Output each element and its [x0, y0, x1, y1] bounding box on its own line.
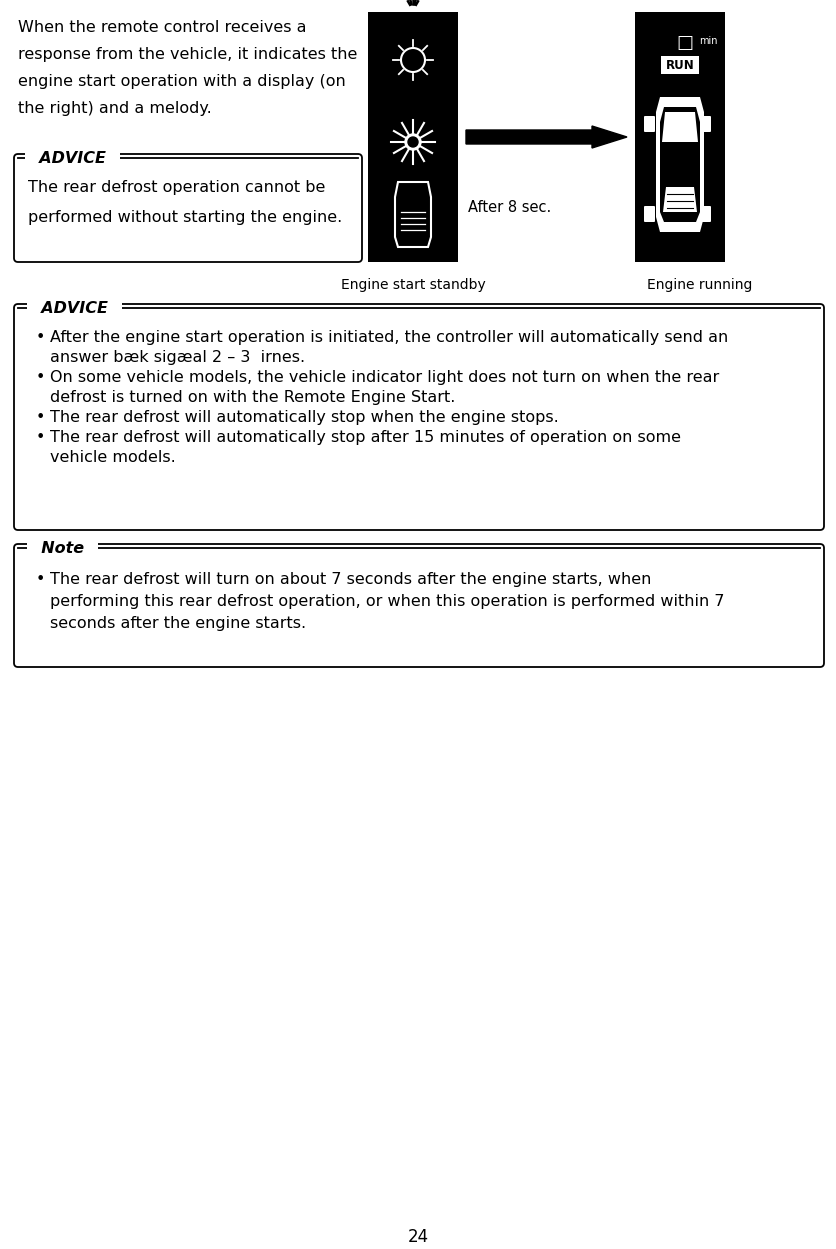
FancyBboxPatch shape [660, 56, 698, 74]
FancyBboxPatch shape [643, 206, 655, 222]
FancyBboxPatch shape [368, 12, 457, 262]
FancyBboxPatch shape [14, 304, 823, 530]
Text: defrost is turned on with the Remote Engine Start.: defrost is turned on with the Remote Eng… [50, 390, 455, 405]
Text: After the engine start operation is initiated, the controller will automatically: After the engine start operation is init… [50, 330, 727, 345]
Text: vehicle models.: vehicle models. [50, 450, 176, 465]
Text: ADVICE: ADVICE [28, 150, 117, 166]
Text: When the remote control receives a: When the remote control receives a [18, 20, 306, 35]
FancyBboxPatch shape [635, 12, 724, 262]
Text: the right) and a melody.: the right) and a melody. [18, 101, 212, 116]
Polygon shape [466, 126, 626, 147]
Text: After 8 sec.: After 8 sec. [468, 200, 551, 215]
Text: □: □ [675, 34, 693, 52]
Text: •: • [36, 572, 45, 587]
Text: Engine start standby: Engine start standby [340, 279, 485, 292]
FancyBboxPatch shape [699, 116, 710, 132]
FancyBboxPatch shape [14, 154, 361, 262]
Text: The rear defrost operation cannot be: The rear defrost operation cannot be [28, 180, 325, 195]
Text: seconds after the engine starts.: seconds after the engine starts. [50, 616, 306, 631]
Text: •: • [36, 410, 45, 425]
Text: ADVICE: ADVICE [30, 301, 119, 316]
Circle shape [405, 134, 421, 150]
FancyBboxPatch shape [643, 116, 655, 132]
Text: RUN: RUN [665, 59, 694, 71]
Text: The rear defrost will automatically stop when the engine stops.: The rear defrost will automatically stop… [50, 410, 558, 425]
FancyBboxPatch shape [699, 206, 710, 222]
Text: answer bæk sigæal 2 – 3  irnes.: answer bæk sigæal 2 – 3 irnes. [50, 350, 305, 365]
Polygon shape [662, 187, 696, 212]
FancyBboxPatch shape [14, 545, 823, 667]
Text: •: • [36, 370, 45, 385]
Text: response from the vehicle, it indicates the: response from the vehicle, it indicates … [18, 47, 357, 62]
Polygon shape [661, 112, 697, 142]
Text: On some vehicle models, the vehicle indicator light does not turn on when the re: On some vehicle models, the vehicle indi… [50, 370, 718, 385]
Text: performed without starting the engine.: performed without starting the engine. [28, 210, 342, 225]
Polygon shape [655, 97, 703, 232]
Text: •: • [36, 330, 45, 345]
Text: performing this rear defrost operation, or when this operation is performed with: performing this rear defrost operation, … [50, 595, 724, 610]
Text: engine start operation with a display (on: engine start operation with a display (o… [18, 74, 345, 89]
Text: •: • [36, 430, 45, 445]
Text: min: min [698, 36, 716, 46]
Text: The rear defrost will automatically stop after 15 minutes of operation on some: The rear defrost will automatically stop… [50, 430, 681, 445]
Text: The rear defrost will turn on about 7 seconds after the engine starts, when: The rear defrost will turn on about 7 se… [50, 572, 650, 587]
Polygon shape [660, 107, 699, 222]
Text: Note: Note [30, 541, 95, 556]
Circle shape [407, 137, 417, 147]
Text: Engine running: Engine running [646, 279, 752, 292]
Text: 24: 24 [407, 1228, 429, 1247]
